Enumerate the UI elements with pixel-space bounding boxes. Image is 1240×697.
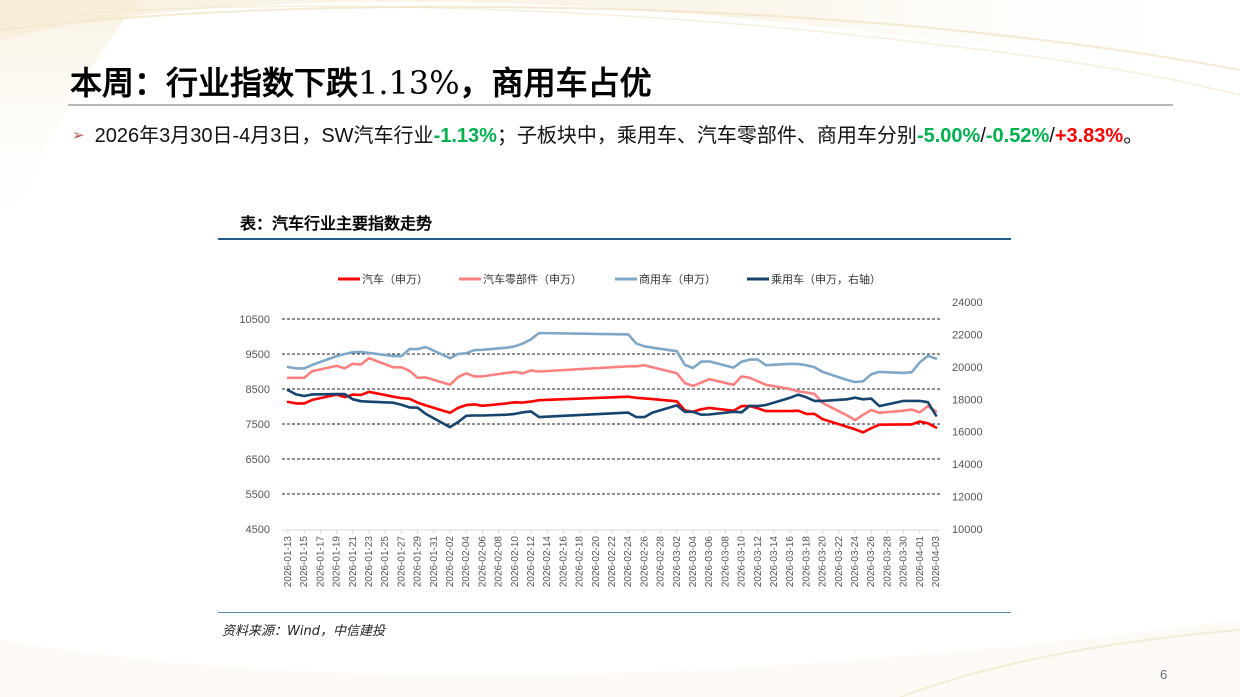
x-axis-tick-label: 2026-02-04: [461, 536, 472, 588]
left-axis-tick: 6500: [246, 454, 270, 466]
separator-2: /: [1049, 125, 1055, 147]
slide-title-prefix: 本周：行业指数下跌: [70, 64, 359, 102]
series-line-0: [286, 390, 938, 434]
right-axis-tick: 10000: [952, 524, 983, 536]
left-axis-tick: 5500: [246, 489, 270, 501]
series-line-1: [286, 356, 938, 422]
left-axis-tick: 10500: [239, 314, 270, 326]
legend-label: 商用车（申万）: [639, 272, 716, 286]
x-axis-tick-label: 2026-01-27: [396, 536, 407, 588]
figure-source: 资料来源：Wind，中信建投: [222, 624, 385, 639]
x-axis-tick-label: 2026-04-01: [915, 536, 926, 588]
x-axis-tick-label: 2026-02-24: [623, 536, 634, 588]
x-axis-tick-label: 2026-03-06: [704, 536, 715, 588]
right-axis-tick: 14000: [952, 459, 983, 471]
x-axis-tick-label: 2026-02-22: [607, 536, 618, 588]
page-number: 6: [1160, 667, 1168, 682]
right-axis-tick: 16000: [952, 427, 983, 439]
x-axis-tick-label: 2026-02-12: [526, 536, 537, 588]
x-axis-tick-label: 2026-01-19: [332, 536, 343, 588]
industry-change-value: -1.13%: [433, 125, 497, 147]
commercial-vehicle-change: +3.83%: [1054, 125, 1124, 147]
right-axis-tick: 18000: [952, 394, 983, 406]
x-axis-tick-label: 2026-03-30: [899, 536, 910, 588]
bullet-text-2: ；子板块中，乘用车、汽车零部件、商用车分别: [496, 125, 917, 147]
bullet-text-1: 2026年3月30日-4月3日，SW汽车行业: [94, 125, 434, 147]
legend-label: 乘用车（申万，右轴）: [771, 272, 881, 286]
x-axis-tick-label: 2026-02-28: [656, 536, 667, 588]
x-axis-tick-label: 2026-02-06: [477, 536, 488, 588]
series-line-3: [286, 388, 938, 429]
x-axis-tick-label: 2026-01-21: [348, 536, 359, 588]
x-axis-tick-label: 2026-01-17: [315, 536, 326, 588]
x-axis-tick-label: 2026-04-03: [931, 536, 942, 588]
title-divider: [68, 104, 1173, 106]
left-axis-tick: 8500: [246, 384, 270, 396]
right-axis-tick: 20000: [952, 362, 983, 374]
x-axis-tick-label: 2026-01-25: [380, 536, 391, 588]
x-axis-tick-label: 2026-01-31: [429, 536, 440, 588]
x-axis-tick-label: 2026-01-13: [283, 536, 294, 588]
x-axis-tick-label: 2026-02-26: [639, 536, 650, 588]
x-axis-tick-label: 2026-02-20: [591, 536, 602, 588]
x-axis-tick-label: 2026-03-22: [834, 536, 845, 588]
x-axis-tick-label: 2026-02-18: [575, 536, 586, 588]
x-axis-tick-label: 2026-03-02: [672, 536, 683, 588]
separator-1: /: [980, 125, 986, 147]
x-axis-tick-label: 2026-02-08: [494, 536, 505, 588]
x-axis-tick-label: 2026-01-23: [364, 536, 375, 588]
x-axis-tick-label: 2026-02-02: [445, 536, 456, 588]
slide-title-suffix: ，商用车占优: [459, 64, 652, 102]
x-axis-tick-label: 2026-01-15: [299, 536, 310, 588]
summary-bullet: ➢ 2026年3月30日-4月3日，SW汽车行业-1.13%；子板块中，乘用车、汽…: [72, 120, 1182, 154]
passenger-car-change: -5.00%: [916, 125, 981, 147]
series-line-2: [286, 331, 938, 384]
x-axis-tick-label: 2026-02-14: [542, 536, 553, 588]
left-axis-tick: 9500: [246, 349, 270, 361]
slide-title: 本周：行业指数下跌1.13%，商用车占优: [70, 58, 652, 104]
bullet-text-end: 。: [1123, 125, 1144, 147]
legend-label: 汽车零部件（申万）: [483, 272, 582, 286]
figure-caption: 表：汽车行业主要指数走势: [240, 214, 433, 233]
auto-parts-change: -0.52%: [985, 125, 1050, 147]
right-axis-tick: 12000: [952, 492, 983, 504]
x-axis-tick-label: 2026-03-18: [801, 536, 812, 588]
x-axis-tick-label: 2026-03-16: [785, 536, 796, 588]
x-axis-tick-label: 2026-02-16: [558, 536, 569, 588]
x-axis-tick-label: 2026-03-28: [882, 536, 893, 588]
slide-title-number: 1.13%: [358, 64, 460, 102]
x-axis-tick-label: 2026-03-10: [737, 536, 748, 588]
figure-top-rule: [218, 238, 1011, 240]
x-axis-tick-label: 2026-03-08: [720, 536, 731, 588]
right-axis-tick: 24000: [952, 297, 983, 309]
x-axis-tick-label: 2026-03-12: [753, 536, 764, 588]
right-axis-tick: 22000: [952, 329, 983, 341]
legend-label: 汽车（申万）: [362, 272, 428, 286]
left-axis-tick: 7500: [246, 419, 270, 431]
x-axis-tick-label: 2026-03-24: [850, 536, 861, 588]
x-axis-tick-label: 2026-03-20: [818, 536, 829, 588]
x-axis-tick-label: 2026-03-26: [866, 536, 877, 588]
x-axis-tick-label: 2026-03-14: [769, 536, 780, 588]
x-axis-tick-label: 2026-01-29: [413, 536, 424, 588]
x-axis-tick-label: 2026-02-10: [510, 536, 521, 588]
left-axis-tick: 4500: [246, 524, 270, 536]
figure-bottom-rule: [218, 612, 1011, 613]
x-axis-tick-label: 2026-03-04: [688, 536, 699, 588]
bullet-arrow-icon: ➢: [72, 127, 85, 144]
